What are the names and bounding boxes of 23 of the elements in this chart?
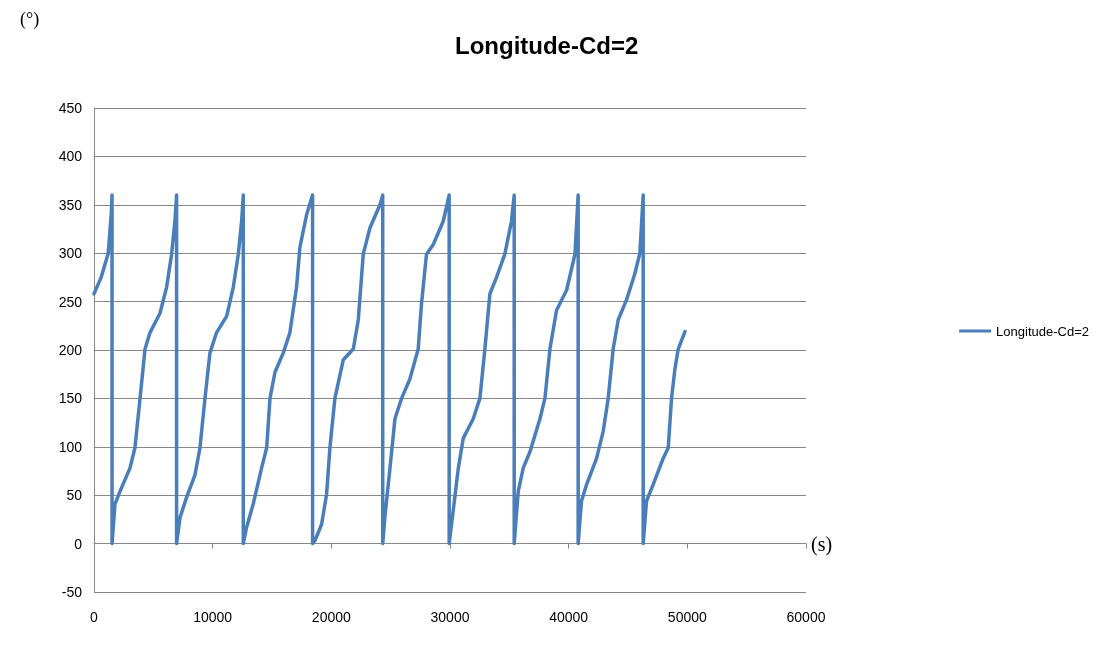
y-tick-label: 300 bbox=[58, 245, 83, 262]
x-tick-label: 40000 bbox=[549, 609, 589, 625]
y-tick-label: 0 bbox=[74, 535, 83, 552]
x-tick-label: 50000 bbox=[667, 609, 708, 625]
x-tick-label: 0 bbox=[90, 609, 99, 625]
y-tick-label: 200 bbox=[58, 342, 83, 358]
x-tick-label: 20000 bbox=[311, 609, 352, 625]
y-tick-label: 100 bbox=[58, 438, 83, 455]
y-tick-label: -50 bbox=[61, 584, 83, 600]
y-tick-label: 450 bbox=[58, 100, 83, 116]
y-tick-label: 400 bbox=[58, 148, 83, 165]
chart-title: Longitude-Cd=2 bbox=[455, 31, 639, 59]
legend-label: Longitude-Cd=2 bbox=[996, 323, 1090, 339]
line-series bbox=[92, 193, 687, 546]
x-tick-label: 30000 bbox=[430, 609, 470, 625]
y-axis-title: (°) bbox=[20, 9, 40, 30]
x-tick-label: 10000 bbox=[193, 609, 233, 625]
y-tick-label: 250 bbox=[58, 293, 83, 310]
y-tick-label: 50 bbox=[66, 487, 83, 504]
y-tick-label: 150 bbox=[58, 390, 83, 407]
y-tick-label: 350 bbox=[58, 196, 83, 213]
x-axis-title: (s) bbox=[811, 532, 833, 556]
x-tick-label: 60000 bbox=[786, 609, 826, 625]
